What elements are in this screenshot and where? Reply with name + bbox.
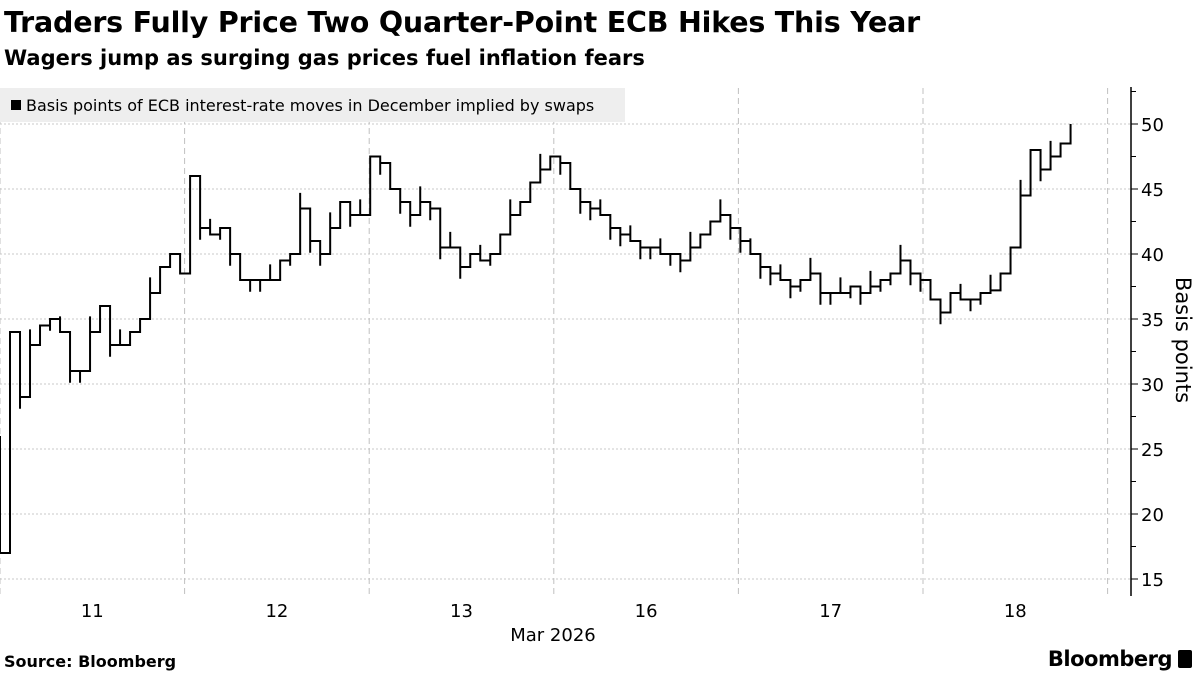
chart-subtitle: Wagers jump as surging gas prices fuel i… <box>4 46 645 70</box>
x-tick-label: 13 <box>450 601 473 622</box>
chart-title: Traders Fully Price Two Quarter-Point EC… <box>4 6 921 39</box>
y-axis-label: Basis points <box>1171 277 1195 403</box>
x-tick-label: 17 <box>819 601 842 622</box>
y-tick-label: 25 <box>1141 440 1164 461</box>
series-line <box>0 124 1072 554</box>
y-tick-label: 30 <box>1141 375 1164 396</box>
legend-label: Basis points of ECB interest-rate moves … <box>26 95 595 115</box>
source-note: Source: Bloomberg <box>4 652 177 671</box>
legend-swatch <box>11 100 21 110</box>
y-tick-label: 35 <box>1141 310 1164 331</box>
y-tick-label: 15 <box>1141 570 1164 591</box>
x-tick-label: 16 <box>635 601 658 622</box>
bloomberg-logo: Bloomberg <box>1048 647 1192 671</box>
y-tick-label: 45 <box>1141 180 1164 201</box>
x-tick-label: 18 <box>1004 601 1027 622</box>
x-tick-label: 11 <box>81 601 104 622</box>
y-tick-label: 20 <box>1141 505 1164 526</box>
legend: Basis points of ECB interest-rate moves … <box>0 88 625 122</box>
logo-badge-icon <box>1178 650 1192 668</box>
x-tick-label: 12 <box>265 601 288 622</box>
y-tick-label: 40 <box>1141 245 1164 266</box>
y-tick-label: 50 <box>1141 115 1164 136</box>
x-axis-label: Mar 2026 <box>510 625 596 646</box>
